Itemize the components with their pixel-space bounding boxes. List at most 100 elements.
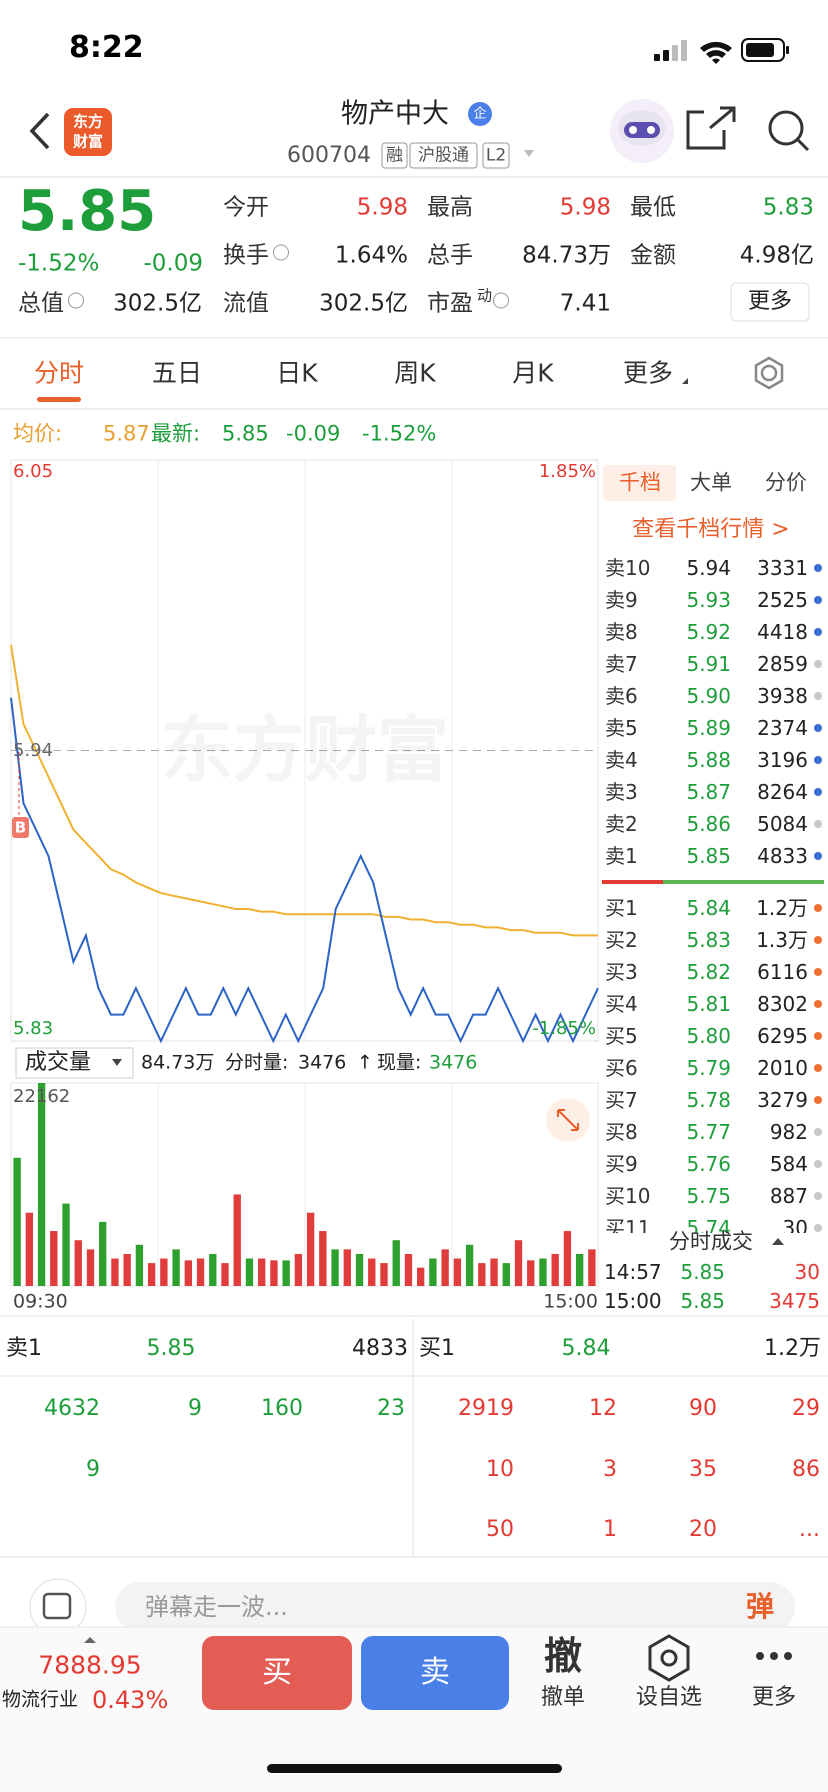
more-icon[interactable]: [756, 1652, 792, 1660]
trade-price: 5.85: [680, 1260, 725, 1284]
info-change: -0.09: [286, 421, 341, 446]
y2-tick-label: -1.85%: [532, 1018, 596, 1039]
field-label: 最高: [427, 194, 473, 221]
volume-bar: [429, 1258, 437, 1286]
sell-button[interactable]: [361, 1636, 509, 1710]
last-price: 5.85: [18, 179, 157, 244]
cancel-icon[interactable]: 撤: [543, 1634, 583, 1678]
volume-bar: [123, 1253, 131, 1286]
share-icon[interactable]: [686, 106, 736, 150]
tab[interactable]: 周K: [394, 358, 436, 388]
trades-toggle[interactable]: [772, 1238, 784, 1245]
info-icon[interactable]: [273, 244, 289, 261]
book-dot: [814, 852, 822, 860]
volume-arrow: ↑: [357, 1051, 373, 1074]
book-dot: [814, 788, 822, 796]
home-indicator: [267, 1764, 562, 1773]
field-value: 84.73万: [522, 242, 611, 269]
queue-item: 20: [689, 1517, 717, 1542]
tab[interactable]: 分时: [33, 358, 85, 388]
book-dot: [814, 756, 822, 764]
danmaku-icon[interactable]: [29, 1578, 87, 1636]
book-label: 卖2: [605, 812, 638, 836]
tab[interactable]: 更多: [622, 358, 674, 388]
tag-box: [381, 142, 408, 169]
x-tick-label: 15:00: [543, 1290, 598, 1313]
book-volume: 887: [769, 1184, 808, 1208]
volume-bar: [527, 1260, 535, 1286]
book-tab[interactable]: 大单: [690, 470, 732, 495]
volume-selector[interactable]: [15, 1047, 134, 1079]
danmaku-placeholder[interactable]: 弹幕走一波...: [145, 1593, 288, 1621]
danmaku-input[interactable]: [115, 1582, 795, 1632]
book-price: 5.92: [686, 620, 731, 644]
volume-bar: [25, 1212, 34, 1286]
book-price: 5.78: [686, 1088, 731, 1112]
queue-item: 4632: [44, 1396, 100, 1421]
search-icon[interactable]: [768, 110, 810, 152]
book-price: 5.91: [686, 652, 731, 676]
book-dot: [814, 1000, 822, 1008]
trade-price: 5.85: [680, 1289, 725, 1313]
logo[interactable]: [64, 108, 112, 156]
dropdown-icon[interactable]: [524, 150, 534, 157]
index-value: 7888.95: [38, 1650, 142, 1680]
info-icon[interactable]: [493, 292, 509, 309]
book-tab[interactable]: 千档: [619, 470, 661, 495]
danmaku-button[interactable]: 弹: [745, 1590, 775, 1623]
back-icon[interactable]: [29, 112, 50, 150]
watch-icon[interactable]: [648, 1634, 690, 1682]
book-volume: 1.3万: [756, 928, 808, 952]
book-dot: [814, 724, 822, 732]
book-tab-active[interactable]: [603, 465, 676, 501]
book-label: 卖5: [605, 716, 638, 740]
tab[interactable]: 五日: [151, 358, 203, 388]
more-button-text[interactable]: 更多: [747, 289, 793, 314]
book-label: 买5: [605, 1024, 638, 1048]
volume-bar: [404, 1253, 413, 1286]
buy-button[interactable]: [202, 1636, 352, 1710]
volume-bar: [258, 1258, 266, 1286]
book-price: 5.80: [686, 1024, 731, 1048]
expand-icon[interactable]: [546, 1098, 590, 1142]
book-tab[interactable]: 分价: [765, 470, 807, 495]
book-price: 5.76: [686, 1152, 731, 1176]
book-price: 5.77: [686, 1120, 731, 1144]
sell-label[interactable]: 卖: [420, 1655, 450, 1690]
settings-icon[interactable]: [754, 356, 784, 390]
volume-bar: [392, 1240, 400, 1286]
y-tick-label: 5.83: [13, 1018, 54, 1039]
queue-item: 160: [261, 1396, 303, 1421]
volume-bar: [74, 1240, 82, 1286]
action-label[interactable]: 更多: [751, 1685, 797, 1710]
book-dot: [814, 1064, 822, 1072]
index-name: 物流行业: [2, 1688, 79, 1711]
trades-title: 分时成交: [669, 1229, 753, 1254]
queue-item: 90: [689, 1396, 717, 1421]
book-volume: 1.2万: [756, 896, 808, 920]
field-label: 最低: [630, 194, 676, 221]
index-arrow: [84, 1637, 96, 1643]
tag-box: [409, 142, 478, 169]
book-price: 5.82: [686, 960, 731, 984]
info-avg: 5.87: [103, 421, 150, 446]
more-button[interactable]: [730, 282, 810, 322]
book-volume: 6116: [757, 960, 808, 984]
book-dot: [814, 968, 822, 976]
action-label[interactable]: 设自选: [635, 1685, 703, 1710]
book-dot: [814, 596, 822, 604]
tab[interactable]: 日K: [276, 358, 318, 388]
volume-bar: [453, 1258, 462, 1286]
tag: L2: [485, 145, 507, 166]
buy-label[interactable]: 买: [262, 1655, 292, 1690]
book-dot: [814, 936, 822, 944]
book-link[interactable]: 查看千档行情 >: [632, 517, 790, 542]
action-label[interactable]: 撤单: [540, 1685, 586, 1710]
info-icon[interactable]: [68, 292, 84, 309]
tab[interactable]: 月K: [512, 358, 554, 388]
volume-bar: [209, 1253, 217, 1286]
info-latest: 5.85: [222, 421, 269, 446]
robot-avatar[interactable]: [610, 99, 674, 163]
volume-total: 84.73万: [141, 1051, 215, 1074]
